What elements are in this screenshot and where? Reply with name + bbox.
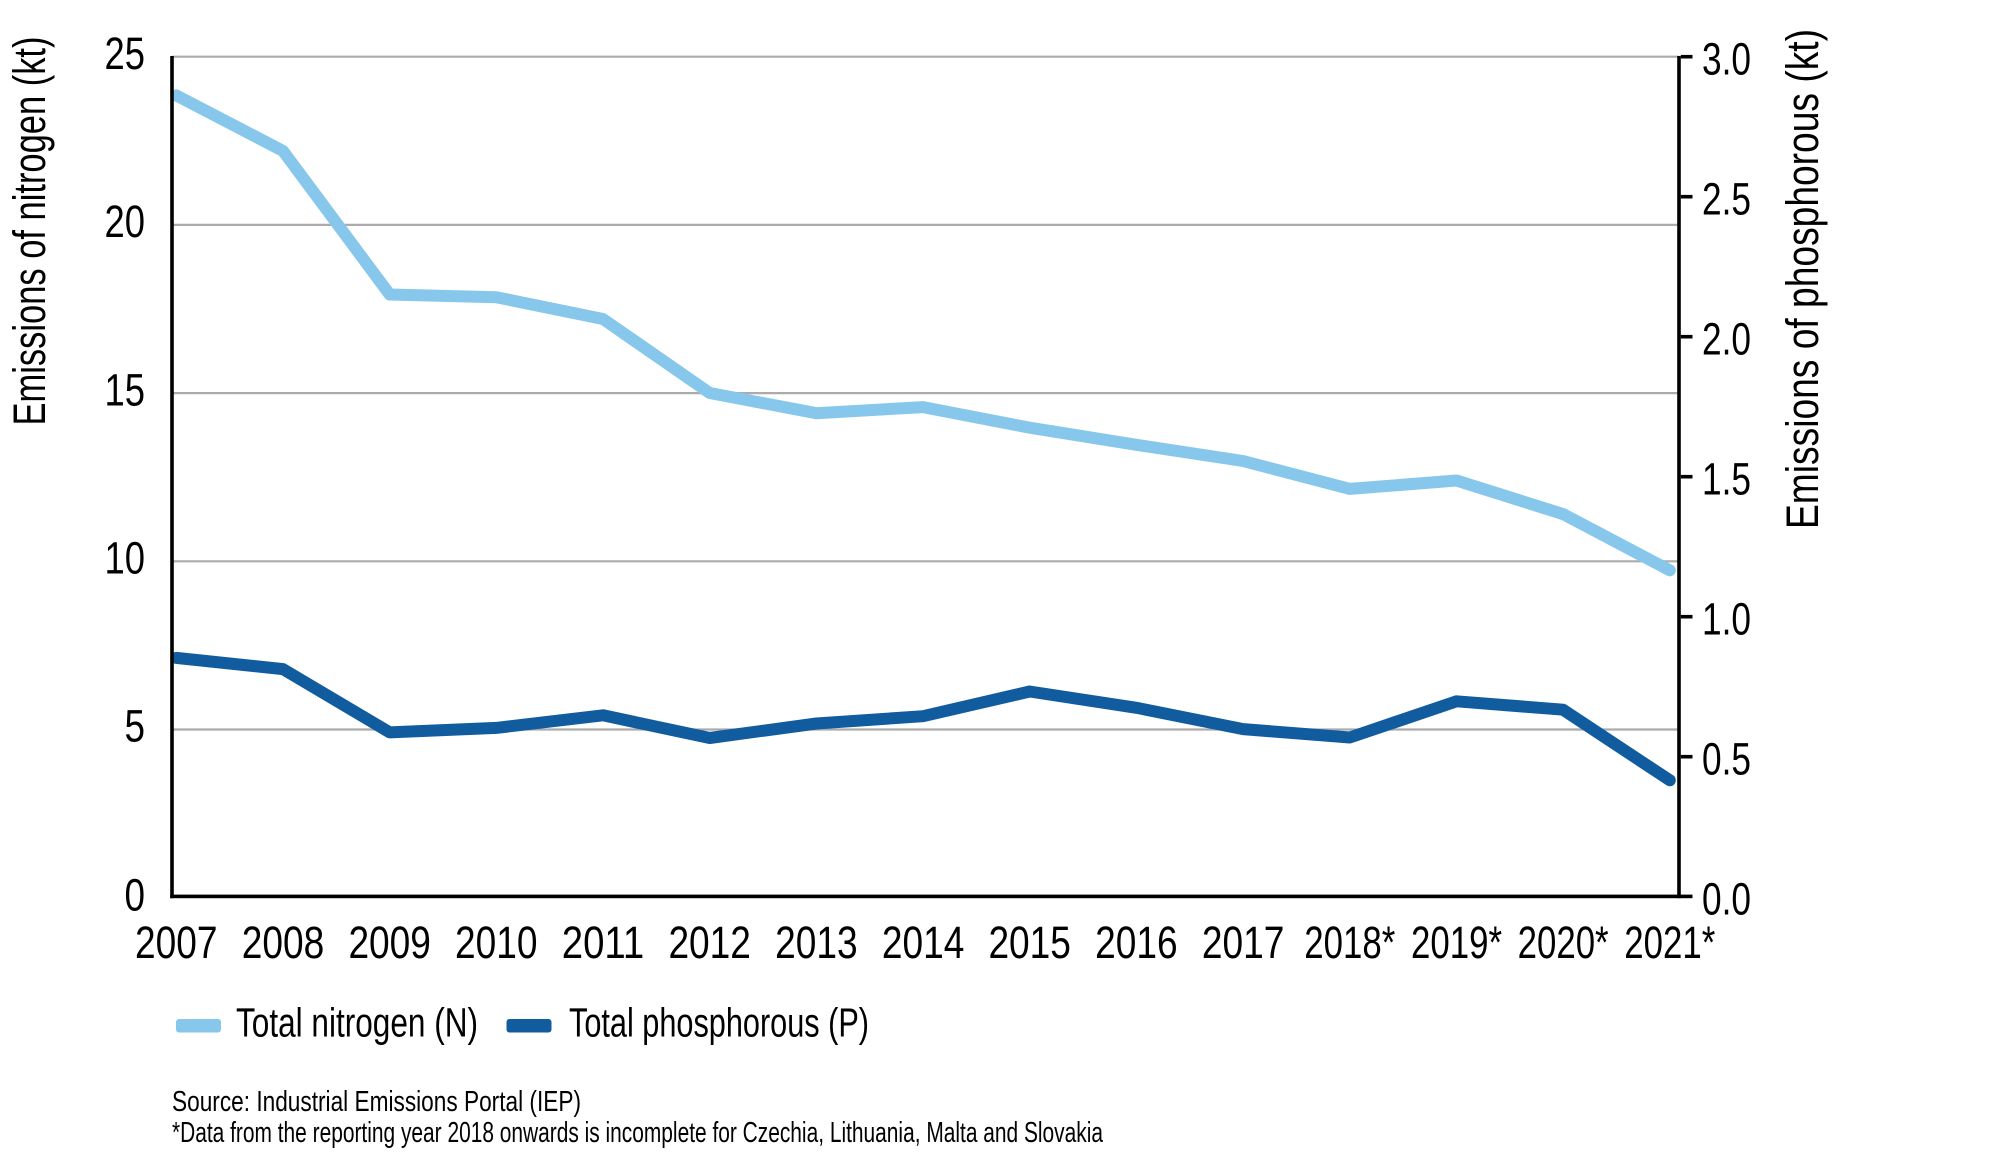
svg-text:2021*: 2021* (1624, 916, 1715, 968)
svg-text:2020*: 2020* (1518, 916, 1609, 968)
svg-text:0.0: 0.0 (1702, 873, 1751, 924)
svg-text:Total phosphorous (P): Total phosphorous (P) (569, 999, 869, 1045)
svg-text:2007: 2007 (135, 917, 218, 968)
svg-text:0: 0 (125, 870, 146, 921)
svg-text:2012: 2012 (668, 917, 751, 968)
svg-text:2019*: 2019* (1411, 916, 1502, 968)
svg-text:2017: 2017 (1202, 917, 1285, 968)
svg-text:1.5: 1.5 (1702, 453, 1751, 504)
svg-text:Emissions of phosphorous (kt): Emissions of phosphorous (kt) (1777, 29, 1828, 529)
svg-text:3.0: 3.0 (1702, 33, 1751, 84)
svg-text:2016: 2016 (1095, 917, 1178, 968)
svg-text:25: 25 (105, 28, 146, 79)
svg-text:1.0: 1.0 (1702, 593, 1751, 644)
svg-text:2013: 2013 (775, 917, 858, 968)
svg-text:*Data from the reporting year: *Data from the reporting year 2018 onwar… (172, 1117, 1104, 1149)
svg-text:15: 15 (105, 364, 146, 415)
svg-text:Total nitrogen (N): Total nitrogen (N) (236, 999, 478, 1045)
svg-text:2.0: 2.0 (1702, 313, 1751, 364)
svg-text:2011: 2011 (562, 917, 645, 968)
svg-text:20: 20 (105, 196, 146, 247)
svg-text:2015: 2015 (988, 917, 1071, 968)
svg-text:5: 5 (125, 701, 146, 752)
svg-text:2018*: 2018* (1304, 916, 1395, 968)
svg-text:0.5: 0.5 (1702, 733, 1751, 784)
svg-text:10: 10 (105, 533, 146, 584)
svg-text:Emissions of nitrogen (kt): Emissions of nitrogen (kt) (4, 37, 55, 426)
svg-text:2.5: 2.5 (1702, 173, 1751, 224)
svg-text:2009: 2009 (348, 917, 431, 968)
svg-text:2008: 2008 (242, 917, 325, 968)
svg-text:2010: 2010 (455, 917, 538, 968)
svg-text:2014: 2014 (882, 917, 965, 968)
svg-text:Source: Industrial Emissions P: Source: Industrial Emissions Portal (IEP… (172, 1086, 581, 1118)
